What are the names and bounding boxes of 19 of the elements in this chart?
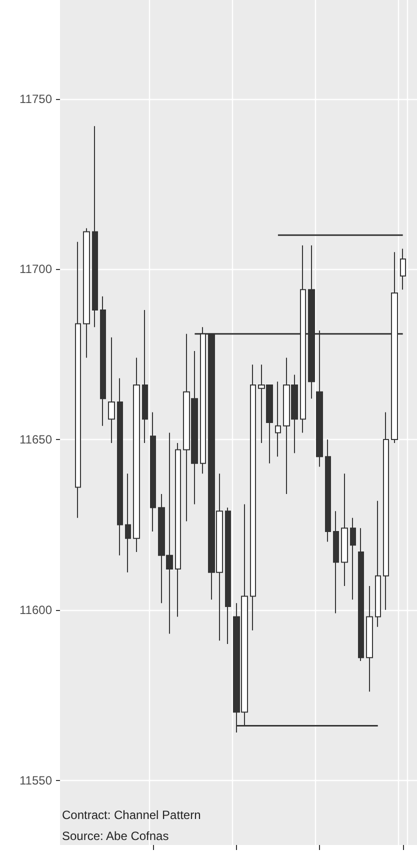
candlestick bbox=[358, 528, 364, 662]
y-tick-label: 11750 bbox=[20, 92, 52, 106]
candlestick bbox=[125, 473, 131, 573]
candlestick bbox=[341, 473, 348, 587]
candlestick bbox=[350, 517, 356, 600]
candlestick bbox=[142, 310, 148, 444]
y-tick-label: 11550 bbox=[20, 773, 52, 788]
y-tick-label: 11600 bbox=[20, 602, 52, 617]
y-tick-label: 11650 bbox=[20, 432, 52, 447]
candlestick bbox=[117, 378, 123, 556]
candlestick bbox=[92, 126, 98, 328]
candlestick bbox=[333, 510, 339, 614]
annotation: Source: Abe Cofnas bbox=[62, 829, 169, 843]
candlestick bbox=[325, 439, 331, 542]
candlestick bbox=[100, 296, 106, 426]
candlestick bbox=[225, 507, 231, 644]
y-tick-label: 11700 bbox=[20, 262, 52, 276]
annotation: Contract: Channel Pattern bbox=[62, 808, 201, 822]
candlestick bbox=[150, 412, 156, 532]
